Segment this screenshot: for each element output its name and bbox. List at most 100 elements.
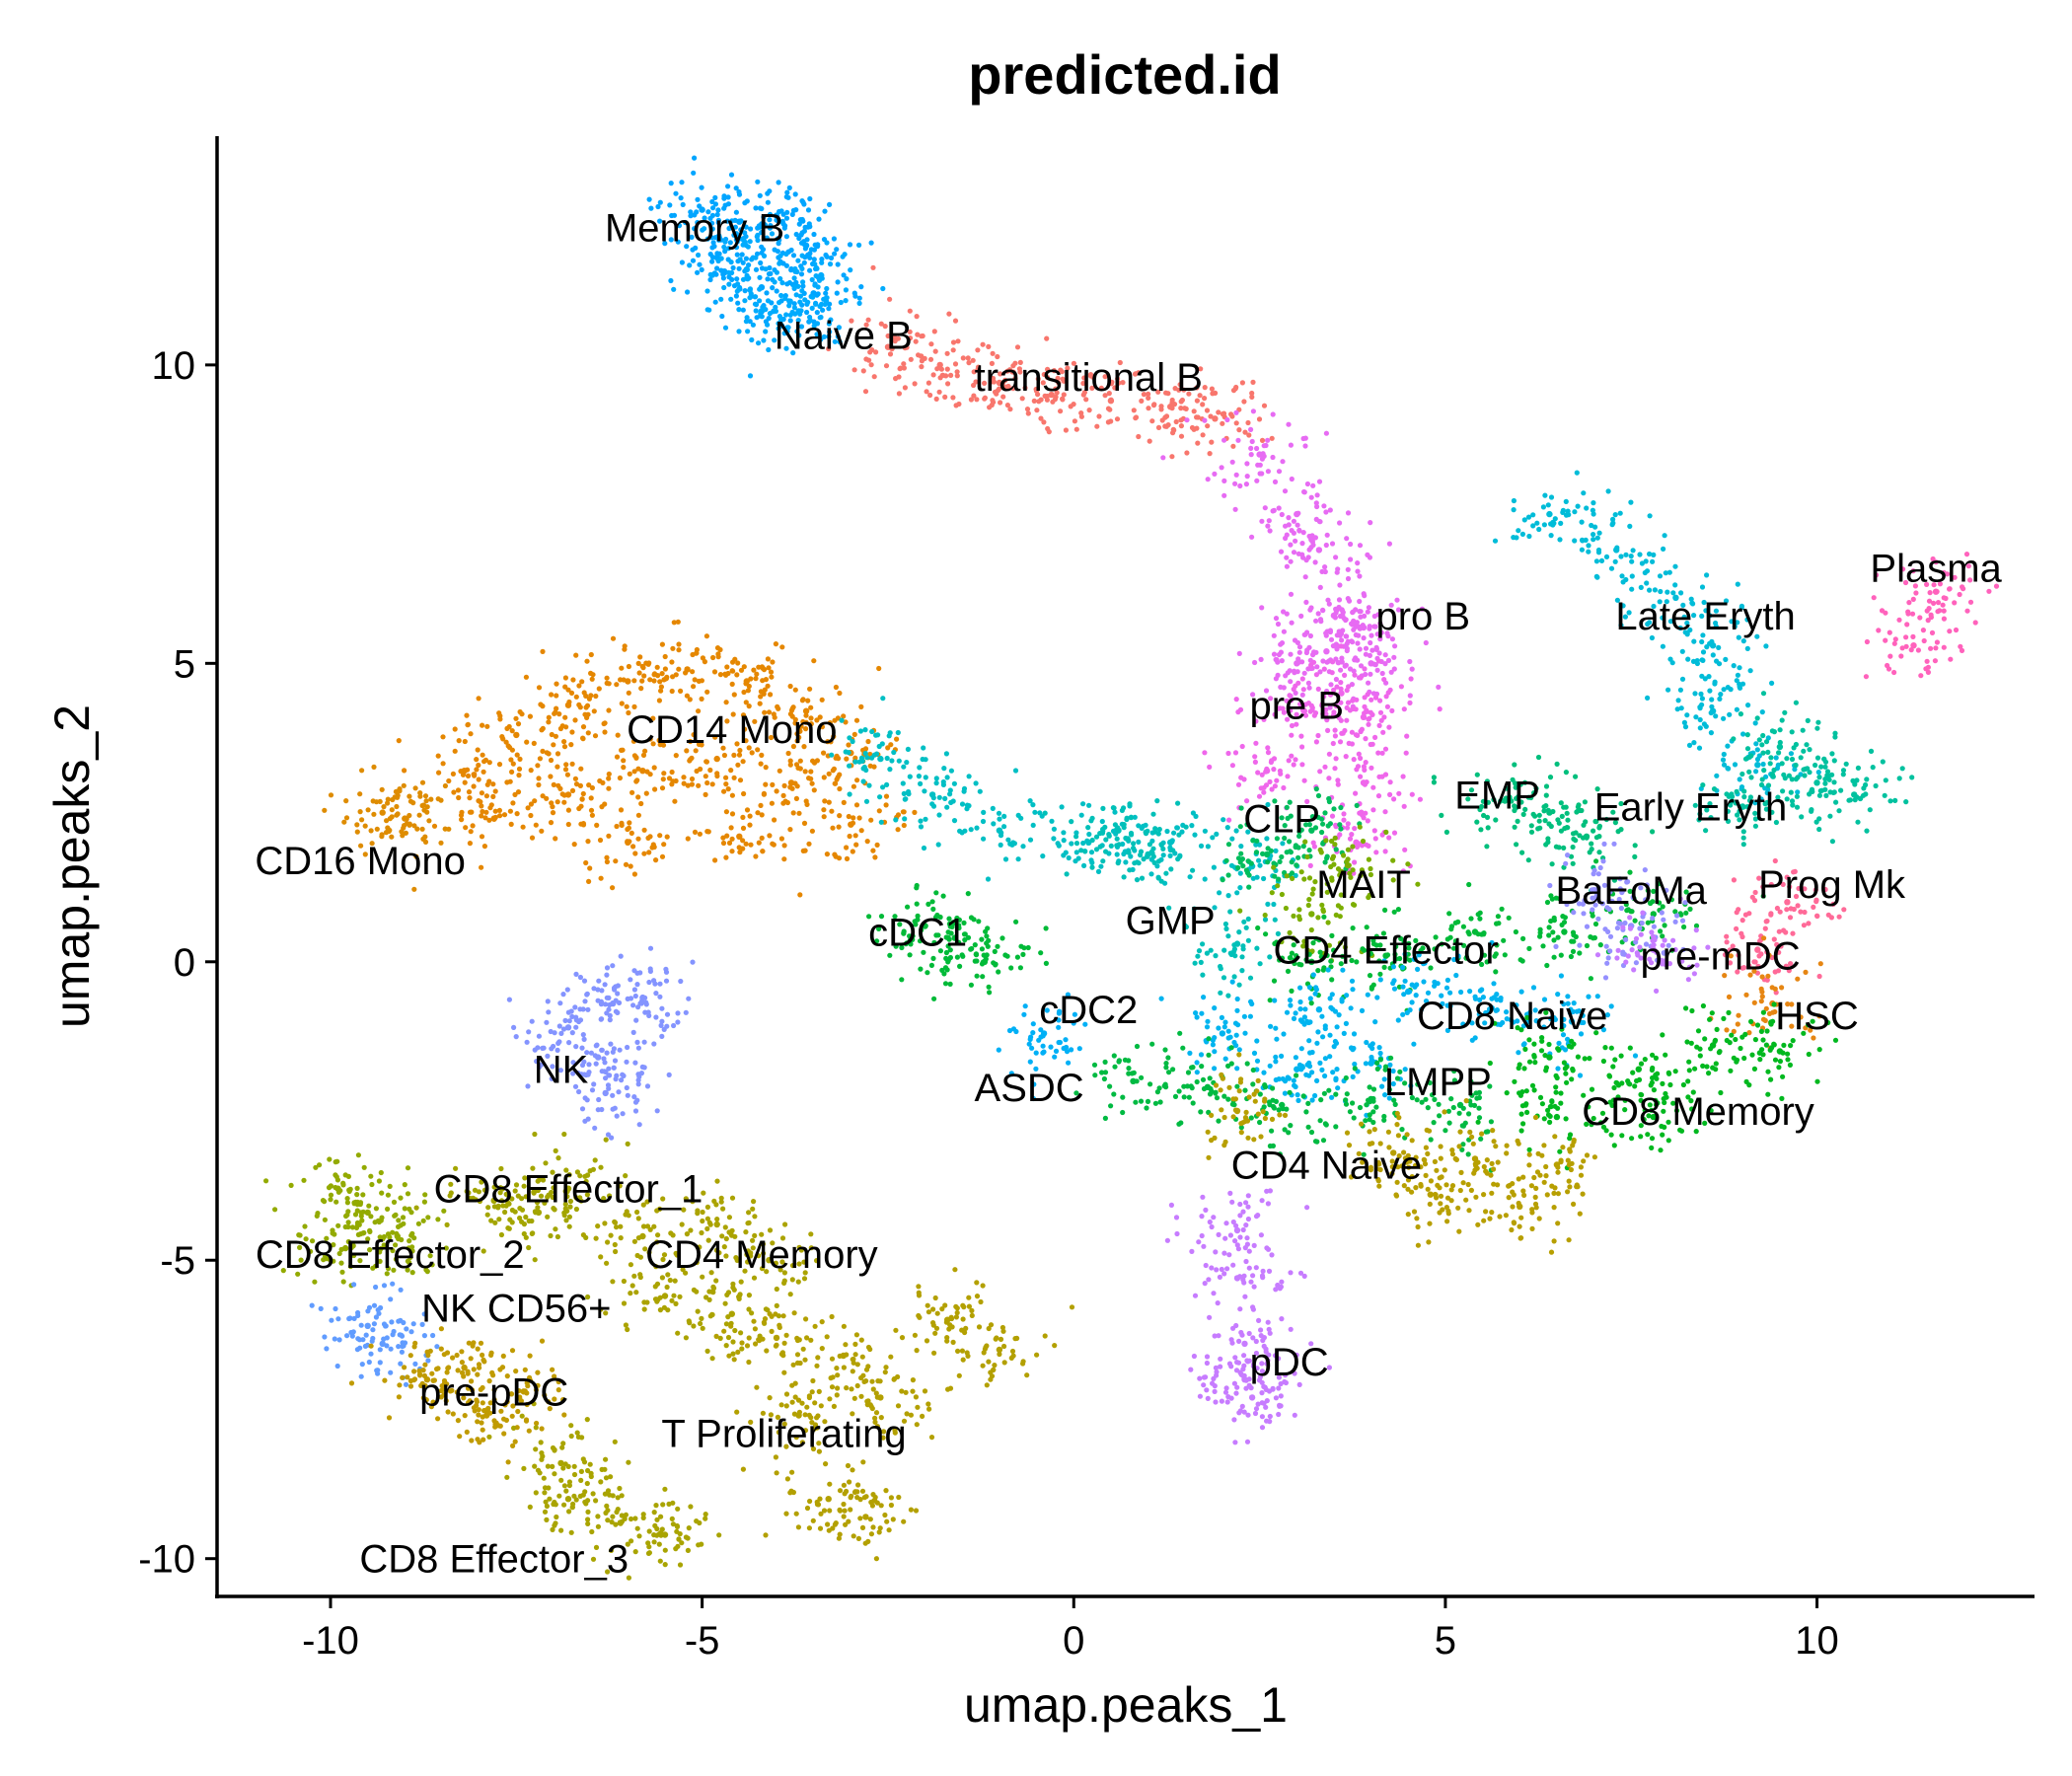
cell-point — [865, 317, 871, 323]
cell-point — [1776, 750, 1782, 756]
cell-point — [1326, 776, 1332, 781]
cell-point — [1803, 969, 1809, 976]
cell-point — [1330, 1070, 1336, 1075]
cell-point — [761, 790, 768, 797]
cell-point — [1046, 429, 1052, 435]
cell-point — [1678, 705, 1684, 711]
cell-point — [1239, 743, 1245, 750]
cell-point — [785, 750, 791, 757]
cell-point — [921, 845, 927, 851]
cell-point — [797, 293, 804, 299]
cell-point — [1708, 709, 1714, 716]
cell-point — [759, 835, 765, 842]
cell-point — [712, 194, 718, 200]
cell-point — [1261, 1104, 1267, 1110]
cell-point — [532, 798, 538, 804]
cell-point — [835, 279, 841, 285]
cell-point — [1528, 823, 1534, 829]
cell-point — [981, 809, 987, 816]
cell-point — [797, 892, 803, 898]
cell-point — [725, 184, 731, 189]
cell-point — [1281, 709, 1287, 715]
cell-point — [1149, 851, 1155, 856]
cell-point — [1206, 1052, 1212, 1058]
cell-point — [1545, 502, 1551, 508]
cell-point — [766, 316, 772, 322]
cell-point — [580, 724, 587, 730]
cell-point — [1563, 770, 1569, 776]
cell-point — [1322, 764, 1328, 770]
cell-point — [697, 203, 703, 209]
cell-point — [1789, 798, 1796, 804]
cell-point — [696, 741, 703, 748]
data-point — [639, 768, 646, 775]
cell-point — [1307, 996, 1313, 1001]
cell-point — [1530, 985, 1537, 991]
cell-point — [783, 215, 790, 221]
cell-point — [647, 736, 653, 742]
cell-point — [1771, 767, 1777, 774]
cell-point — [1779, 717, 1785, 723]
cell-point — [689, 234, 695, 240]
cell-point — [552, 710, 557, 716]
cell-point — [468, 731, 474, 737]
cell-point — [1295, 510, 1301, 516]
cell-point — [1530, 512, 1536, 518]
cell-point — [1066, 1060, 1072, 1066]
data-point — [1323, 648, 1330, 655]
cell-point — [703, 759, 709, 765]
cell-point — [755, 747, 761, 753]
cell-point — [1595, 916, 1601, 922]
cell-point — [1114, 843, 1120, 849]
cell-point — [1103, 849, 1109, 854]
cell-point — [1342, 672, 1348, 679]
cell-point — [1269, 1128, 1275, 1134]
cell-point — [816, 216, 822, 222]
cell-point — [1805, 717, 1811, 724]
cell-point — [720, 275, 727, 281]
cell-point — [1789, 756, 1796, 763]
cell-point — [657, 679, 663, 685]
cell-point — [739, 252, 745, 258]
cell-point — [714, 211, 720, 218]
cell-point — [1700, 649, 1707, 655]
cell-point — [912, 381, 918, 387]
cell-point — [1896, 776, 1902, 781]
cell-point — [1658, 928, 1664, 934]
cell-point — [1577, 942, 1583, 948]
cell-point — [646, 850, 652, 855]
cell-point — [1281, 685, 1287, 691]
cell-point — [1279, 511, 1285, 518]
cell-point — [1286, 515, 1292, 521]
cell-point — [715, 207, 721, 213]
cell-point — [1658, 588, 1664, 595]
cell-point — [417, 790, 423, 796]
cell-point — [1716, 661, 1723, 667]
cell-point — [709, 226, 715, 232]
cell-point — [1095, 868, 1102, 875]
cell-point — [733, 185, 739, 191]
cell-point — [1333, 555, 1339, 560]
cell-point — [1323, 509, 1329, 515]
cell-point — [482, 815, 488, 821]
cell-point — [844, 756, 850, 762]
cell-point — [1123, 859, 1129, 865]
cell-point — [756, 340, 762, 346]
cell-point — [1425, 1105, 1431, 1111]
cluster-mait — [1237, 824, 1421, 964]
cell-point — [805, 207, 812, 213]
cell-point — [809, 276, 815, 283]
cell-point — [1017, 965, 1023, 971]
cell-point — [1342, 663, 1348, 669]
cell-point — [525, 805, 531, 811]
cell-point — [1375, 658, 1382, 664]
cell-point — [621, 765, 627, 771]
cell-point — [747, 287, 753, 293]
cell-point — [1591, 511, 1596, 517]
cell-point — [1160, 455, 1166, 461]
cell-point — [1333, 1124, 1339, 1130]
cell-point — [777, 314, 783, 320]
cell-point — [1284, 563, 1290, 569]
cell-point — [1386, 724, 1392, 730]
cell-point — [1305, 680, 1311, 687]
